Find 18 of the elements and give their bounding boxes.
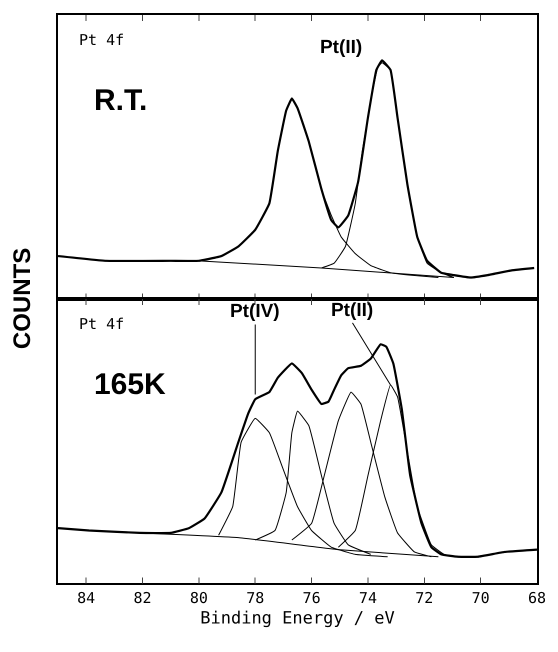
- annotation: Pt(II): [331, 300, 374, 321]
- x-tick-label: 70: [472, 588, 490, 607]
- x-tick-label: 80: [190, 588, 208, 607]
- annotation: R.T.: [94, 84, 148, 117]
- text: Pt 4f: [79, 315, 124, 333]
- x-tick-label: 82: [134, 588, 152, 607]
- x-tick-label: 74: [358, 588, 377, 607]
- x-tick-label: 72: [415, 588, 434, 607]
- y-axis-title: COUNTS: [9, 248, 36, 350]
- annotation: 165K: [94, 368, 166, 401]
- text: Pt 4f: [79, 31, 124, 49]
- x-tick-label: 78: [246, 588, 264, 607]
- x-axis-title: Binding Energy / eV: [200, 608, 395, 629]
- x-tick-label: 68: [528, 588, 546, 607]
- x-tick-label: 84: [77, 588, 96, 607]
- annotation: Pt(IV): [230, 301, 280, 322]
- x-tick-label: 76: [302, 588, 321, 607]
- text: Pt(II): [320, 37, 362, 58]
